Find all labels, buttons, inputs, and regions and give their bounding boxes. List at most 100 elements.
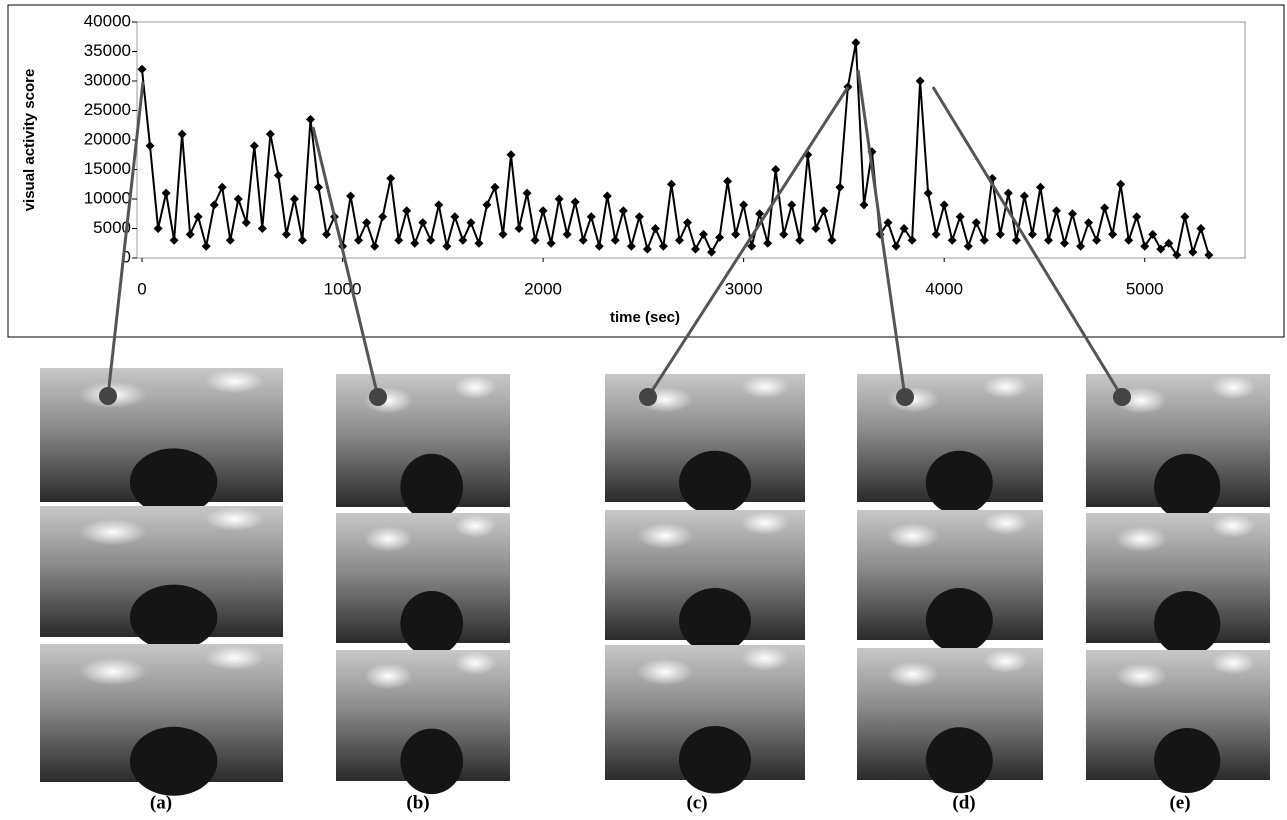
marker: [1076, 241, 1086, 251]
marker: [281, 229, 291, 239]
marker: [891, 241, 901, 251]
marker: [1084, 218, 1094, 228]
marker: [530, 235, 540, 245]
marker: [1132, 212, 1142, 222]
marker: [370, 241, 380, 251]
photo-light: [741, 646, 789, 671]
marker: [297, 235, 307, 245]
marker: [1140, 241, 1150, 251]
photo-light: [454, 651, 497, 675]
marker: [1003, 188, 1013, 198]
photo-person: [1154, 591, 1221, 656]
marker: [1019, 191, 1029, 201]
photo-light: [205, 645, 264, 671]
marker: [442, 241, 452, 251]
marker: [883, 218, 893, 228]
panel-label: (a): [150, 792, 172, 813]
y-tick-label: 25000: [84, 100, 131, 119]
marker: [586, 212, 596, 222]
marker: [386, 173, 396, 183]
marker: [755, 209, 765, 219]
marker: [602, 191, 612, 201]
marker: [795, 235, 805, 245]
marker: [289, 194, 299, 204]
marker: [1204, 250, 1214, 260]
photo-light: [1211, 651, 1256, 675]
marker: [378, 212, 388, 222]
series-line: [141, 42, 1210, 258]
marker: [474, 238, 484, 248]
marker: [233, 194, 243, 204]
x-axis-label: time (sec): [610, 309, 680, 326]
photo-light: [454, 514, 497, 538]
marker: [458, 235, 468, 245]
marker: [506, 150, 516, 160]
marker: [1092, 235, 1102, 245]
y-tick-label: 30000: [84, 70, 131, 89]
connectors: [106, 69, 1124, 398]
marker: [153, 224, 163, 233]
y-tick-label: 40000: [84, 11, 131, 30]
marker: [610, 235, 620, 245]
x-tick-label: 5000: [1126, 279, 1164, 298]
marker: [634, 212, 644, 222]
marker: [666, 179, 676, 189]
connector: [106, 81, 145, 397]
marker: [979, 235, 989, 245]
photo-person: [129, 448, 218, 516]
marker: [771, 165, 781, 174]
photo-person: [679, 726, 751, 794]
y-tick-label: 20000: [84, 129, 131, 148]
marker: [955, 212, 965, 222]
dot: [99, 387, 117, 405]
marker: [1124, 235, 1134, 245]
marker: [995, 229, 1005, 239]
x-tick-label: 2000: [524, 279, 562, 298]
marker: [835, 182, 845, 192]
marker: [346, 191, 356, 201]
photo-light: [983, 649, 1029, 674]
marker: [931, 229, 941, 239]
panel-label: (d): [952, 792, 975, 813]
photo-light: [205, 507, 264, 531]
marker: [265, 129, 275, 139]
photo-person: [925, 450, 993, 515]
marker: [811, 224, 821, 233]
photo-person: [129, 584, 218, 651]
marker: [642, 244, 652, 254]
marker: [418, 218, 428, 228]
panel-label: (c): [686, 792, 707, 813]
marker: [594, 241, 604, 251]
marker: [1188, 247, 1198, 257]
marker: [971, 218, 981, 228]
marker: [915, 76, 925, 86]
connector: [311, 126, 380, 398]
marker: [763, 238, 773, 248]
photo-light: [205, 369, 264, 394]
marker: [682, 218, 692, 228]
marker: [827, 235, 837, 245]
marker: [819, 206, 829, 216]
photo-light: [983, 511, 1029, 535]
marker: [482, 200, 492, 210]
marker: [193, 212, 203, 222]
photo-light: [886, 523, 939, 549]
marker: [1164, 238, 1174, 248]
marker: [241, 218, 251, 228]
marker: [578, 235, 588, 245]
photo-person: [400, 591, 464, 656]
photo-light: [363, 663, 413, 690]
x-tick-label: 4000: [925, 279, 963, 298]
marker: [699, 229, 709, 239]
marker: [626, 241, 636, 251]
marker: [490, 182, 500, 192]
marker: [313, 182, 323, 192]
photo-person: [925, 727, 993, 794]
connector: [646, 86, 850, 398]
marker: [402, 206, 412, 216]
panel-labels: (a) (b) (c) (d) (e): [150, 792, 1191, 813]
marker: [1035, 182, 1045, 192]
marker: [522, 188, 532, 198]
marker: [859, 200, 869, 210]
marker: [851, 38, 861, 48]
